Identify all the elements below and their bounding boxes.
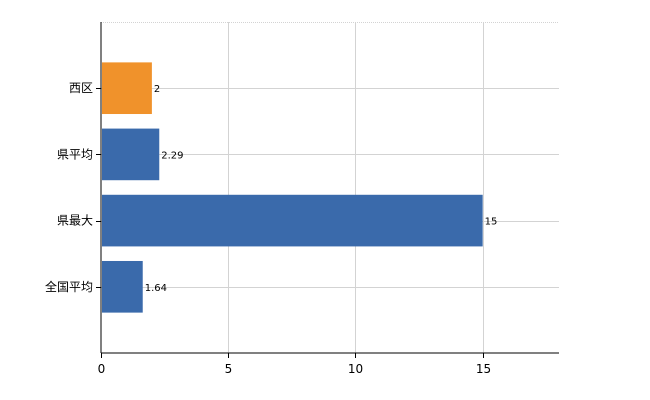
labels-layer: 2 西区 2.29 県平均 15 県最大 1.64 全国平均 0 5 10 15 <box>45 81 497 376</box>
bar <box>102 260 143 313</box>
axes-layer <box>96 22 559 358</box>
y-tick-label: 県平均 <box>57 147 93 161</box>
bar-value-label: 2 <box>154 84 160 95</box>
x-tick-label: 10 <box>348 362 363 376</box>
y-tick-label: 県最大 <box>57 214 93 228</box>
bar <box>102 62 152 115</box>
y-tick-label: 西区 <box>69 81 93 95</box>
bar <box>102 128 160 181</box>
bar-value-label: 1.64 <box>145 283 167 294</box>
y-tick-label: 全国平均 <box>45 279 93 294</box>
bar-value-label: 2.29 <box>161 150 183 161</box>
x-tick-label: 5 <box>225 362 233 376</box>
bar-value-label: 15 <box>485 217 498 228</box>
bars-layer <box>102 62 483 313</box>
bar <box>102 194 483 247</box>
grid-layer <box>101 22 559 353</box>
x-tick-label: 15 <box>476 362 491 376</box>
x-tick-label: 0 <box>98 362 106 376</box>
